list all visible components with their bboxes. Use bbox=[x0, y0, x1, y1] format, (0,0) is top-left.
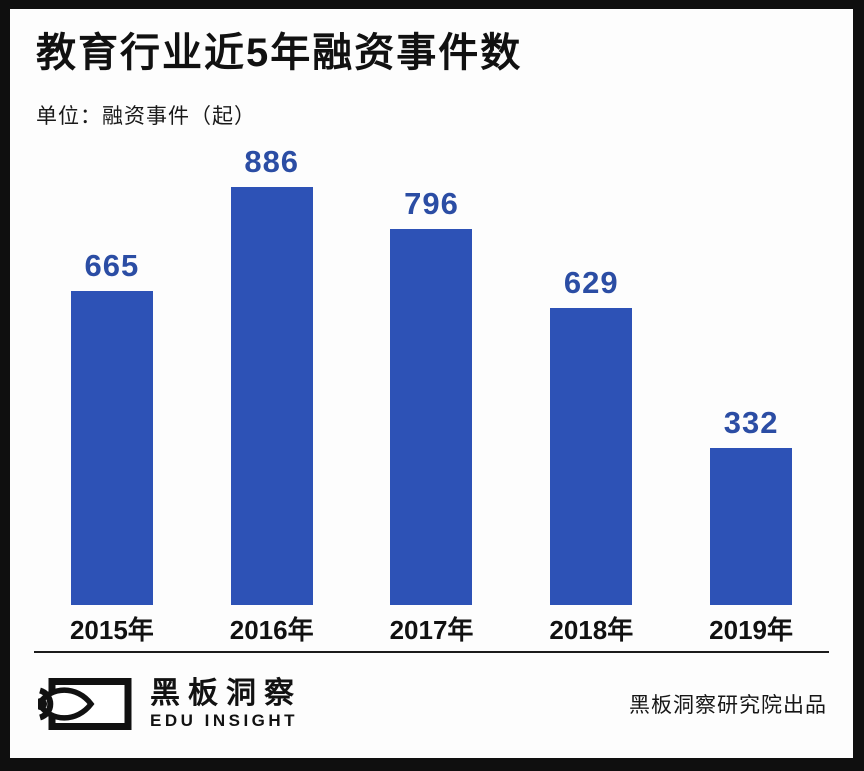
bar-value-label: 886 bbox=[244, 144, 300, 179]
eye-in-rectangle-icon bbox=[38, 677, 132, 730]
bar-value-label: 796 bbox=[404, 186, 459, 221]
chart-title: 教育行业近5年融资事件数 bbox=[36, 31, 523, 75]
bar-value-label: 629 bbox=[563, 265, 619, 300]
brand-block: 黑板洞察 EDU INSIGHT bbox=[38, 677, 302, 731]
footer-divider bbox=[34, 651, 829, 653]
bar-column-2019: 332 bbox=[671, 405, 831, 605]
bar-column-2018: 629 bbox=[511, 265, 671, 605]
x-axis-label-2019: 2019年 bbox=[709, 614, 793, 645]
bar-2018 bbox=[550, 308, 633, 605]
x-axis-label-2017: 2017年 bbox=[389, 614, 474, 645]
bar-value-label: 665 bbox=[84, 248, 140, 283]
bar-2019 bbox=[710, 448, 793, 605]
bar-chart: 665 886 796 629 332 bbox=[10, 129, 853, 605]
credit-text: 黑板洞察研究院出品 bbox=[629, 693, 827, 717]
footer: 黑板洞察 EDU INSIGHT 黑板洞察研究院出品 bbox=[10, 653, 853, 758]
bar-column-2016: 886 bbox=[192, 144, 352, 605]
bar-value-label: 332 bbox=[723, 405, 779, 440]
brand-name-cn: 黑板洞察 bbox=[150, 676, 302, 710]
chart-header: 教育行业近5年融资事件数 单位：融资事件（起） bbox=[10, 9, 853, 129]
x-axis-label-2018: 2018年 bbox=[549, 614, 634, 645]
bar-2015 bbox=[70, 291, 153, 605]
x-axis-label-2015: 2015年 bbox=[69, 614, 154, 645]
x-axis-label-2016: 2016年 bbox=[229, 614, 314, 645]
unit-label: 单位：融资事件（起） bbox=[36, 105, 256, 128]
brand-name-en: EDU INSIGHT bbox=[150, 710, 299, 730]
bar-2016 bbox=[230, 187, 313, 605]
brand-text: 黑板洞察 EDU INSIGHT bbox=[150, 677, 302, 731]
bar-column-2017: 796 bbox=[352, 186, 512, 605]
bar-column-2015: 665 bbox=[32, 248, 192, 605]
x-axis: 2015年 2016年 2017年 2018年 2019年 bbox=[10, 605, 853, 651]
bar-2017 bbox=[390, 229, 473, 605]
